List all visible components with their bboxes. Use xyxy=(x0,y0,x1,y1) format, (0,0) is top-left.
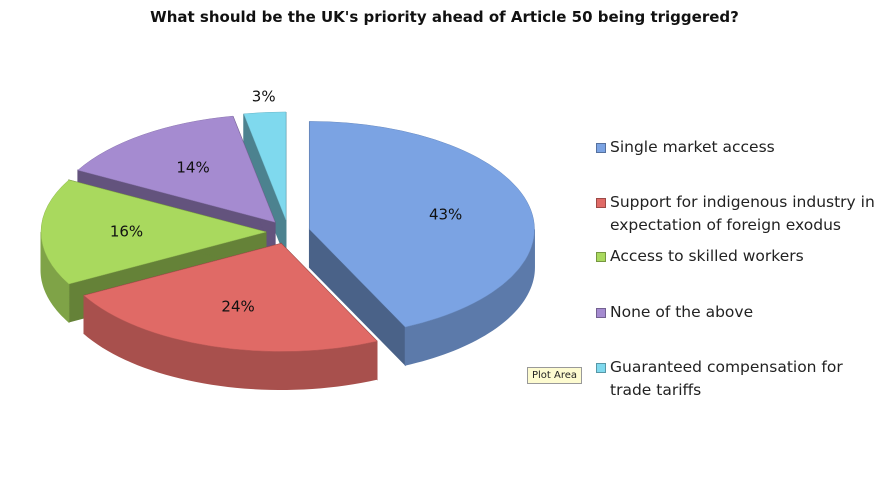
legend-swatch xyxy=(596,252,606,262)
legend-swatch xyxy=(596,198,606,208)
slice xyxy=(83,243,378,352)
slice xyxy=(309,121,535,328)
data-label: 43% xyxy=(429,205,462,223)
legend-label: Access to skilled workers xyxy=(610,247,804,265)
tooltip: Plot Area xyxy=(527,367,583,384)
data-label: 24% xyxy=(221,298,254,316)
slice xyxy=(77,115,276,223)
legend-label: Support for indigenous industry in expec… xyxy=(610,193,875,234)
legend-swatch xyxy=(596,308,606,318)
slice xyxy=(243,111,287,221)
data-label: 16% xyxy=(110,223,143,241)
legend-label: Single market access xyxy=(610,138,775,156)
legend-swatch xyxy=(596,143,606,153)
legend-swatch xyxy=(596,363,606,373)
data-label: 3% xyxy=(252,88,276,106)
data-label: 14% xyxy=(176,159,209,177)
chart-title: What should be the UK's priority ahead o… xyxy=(150,8,739,26)
legend-label: Guaranteed compensation for trade tariff… xyxy=(610,358,843,399)
slice xyxy=(40,179,267,285)
legend-label: None of the above xyxy=(610,303,754,321)
